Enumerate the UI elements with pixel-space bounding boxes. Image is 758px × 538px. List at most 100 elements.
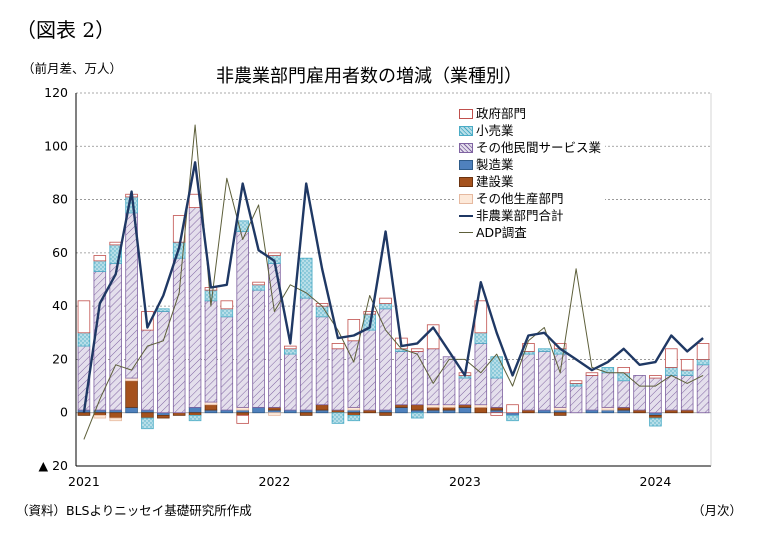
bar-retail bbox=[347, 414, 361, 422]
bar-services bbox=[141, 329, 154, 411]
bar-retail bbox=[284, 348, 297, 355]
bar-services bbox=[633, 375, 646, 411]
bar-other bbox=[268, 412, 281, 416]
bar-construction bbox=[553, 412, 567, 416]
bar-services bbox=[331, 348, 345, 411]
bar-services bbox=[204, 300, 218, 403]
bar-services bbox=[585, 375, 599, 411]
bar-manufacturing bbox=[458, 406, 472, 414]
bar-retail bbox=[204, 289, 218, 302]
bar-gov bbox=[347, 319, 361, 342]
line-total bbox=[82, 161, 704, 413]
bar-services bbox=[490, 377, 503, 408]
bar-retail bbox=[188, 414, 202, 422]
source-note: （資料）BLSよりニッセイ基礎研究所作成 bbox=[16, 503, 252, 518]
bar-gov bbox=[268, 252, 281, 256]
bar-services bbox=[411, 351, 424, 406]
y-tick-label: ▲ 20 bbox=[39, 458, 69, 473]
legend-label-gov: 政府部門 bbox=[476, 106, 527, 121]
bar-gov bbox=[665, 348, 678, 368]
bar-manufacturing bbox=[395, 406, 408, 414]
bar-retail bbox=[220, 308, 234, 318]
legend-swatch-construction bbox=[459, 176, 473, 187]
bar-retail bbox=[474, 332, 488, 344]
bar-services bbox=[125, 212, 138, 379]
bar-services bbox=[696, 364, 710, 414]
bar-construction bbox=[379, 412, 392, 416]
legend-swatch-retail bbox=[459, 125, 473, 136]
bar-retail bbox=[490, 356, 503, 379]
bar-gov bbox=[77, 300, 91, 334]
legend-item-other: その他生産部門 bbox=[459, 190, 601, 207]
bar-services bbox=[252, 289, 265, 408]
legend-label-other: その他生産部門 bbox=[476, 191, 564, 206]
x-tick-label: 2022 bbox=[259, 474, 291, 489]
y-tick-label: 120 bbox=[44, 85, 68, 100]
bar-retail bbox=[696, 359, 710, 366]
bar-services bbox=[109, 263, 122, 411]
bar-services bbox=[315, 316, 329, 406]
bar-retail bbox=[77, 332, 91, 347]
legend-line-total bbox=[459, 214, 473, 217]
bar-retail bbox=[299, 257, 313, 299]
bar-retail bbox=[157, 308, 170, 312]
bar-services bbox=[617, 380, 630, 408]
bar-gov bbox=[236, 414, 249, 424]
y-tick-label: 0 bbox=[60, 405, 68, 420]
bar-gov bbox=[411, 348, 424, 352]
bar-gov bbox=[252, 281, 265, 286]
bar-services bbox=[284, 353, 297, 411]
bar-services bbox=[379, 308, 392, 411]
bar-gov bbox=[284, 345, 297, 350]
bar-retail bbox=[411, 412, 424, 419]
bar-retail bbox=[680, 369, 694, 376]
y-axis-unit: （前月差、万人） bbox=[22, 61, 123, 76]
x-tick-label: 2023 bbox=[449, 474, 481, 489]
bar-services bbox=[347, 340, 361, 408]
legend-label-adp: ADP調査 bbox=[476, 225, 527, 240]
y-tick-label: 60 bbox=[52, 245, 68, 260]
bar-retail bbox=[252, 284, 265, 291]
bar-gov bbox=[490, 412, 503, 416]
bar-gov bbox=[331, 343, 345, 350]
bar-services bbox=[458, 377, 472, 406]
legend-item-total: 非農業部門合計 bbox=[459, 207, 601, 224]
chart-title: 非農業部門雇用者数の増減（業種別） bbox=[0, 62, 758, 88]
bar-retail bbox=[601, 367, 615, 374]
legend-swatch-other bbox=[459, 193, 473, 204]
x-tick-label: 2021 bbox=[68, 474, 100, 489]
bar-gov bbox=[680, 359, 694, 371]
bar-retail bbox=[506, 414, 519, 422]
bar-gov bbox=[569, 380, 583, 384]
bar-construction bbox=[157, 414, 170, 419]
bar-services bbox=[395, 351, 408, 406]
bar-retail bbox=[331, 412, 345, 424]
legend-item-adp: ADP調査 bbox=[459, 224, 601, 241]
bar-services bbox=[538, 351, 551, 411]
bar-manufacturing bbox=[188, 406, 202, 414]
bar-gov bbox=[109, 241, 122, 246]
legend: 政府部門 小売業 その他民間サービス業 製造業 建設業 その他生産部門 非農業部… bbox=[455, 103, 606, 243]
bar-retail bbox=[379, 303, 392, 310]
bar-services bbox=[442, 356, 456, 406]
bar-construction bbox=[109, 412, 122, 419]
y-tick-label: 100 bbox=[44, 138, 68, 153]
bar-manufacturing bbox=[252, 406, 265, 414]
bar-services bbox=[601, 372, 615, 408]
chart-title-text: 非農業部門雇用者数の増減（業種別） bbox=[216, 66, 522, 87]
y-tick-label: 40 bbox=[52, 298, 68, 313]
legend-item-construction: 建設業 bbox=[459, 173, 601, 190]
y-tick-label: 20 bbox=[52, 351, 68, 366]
bar-gov bbox=[506, 404, 519, 414]
bar-services bbox=[220, 316, 234, 411]
bar-construction bbox=[315, 404, 329, 411]
legend-label-services: その他民間サービス業 bbox=[476, 140, 602, 155]
bar-construction bbox=[204, 404, 218, 411]
bar-construction bbox=[77, 412, 91, 416]
bar-services bbox=[522, 353, 535, 411]
bar-other bbox=[93, 414, 107, 419]
legend-label-total: 非農業部門合計 bbox=[476, 208, 564, 223]
bar-services bbox=[188, 207, 202, 408]
legend-label-construction: 建設業 bbox=[476, 174, 514, 189]
bar-gov bbox=[617, 367, 630, 374]
